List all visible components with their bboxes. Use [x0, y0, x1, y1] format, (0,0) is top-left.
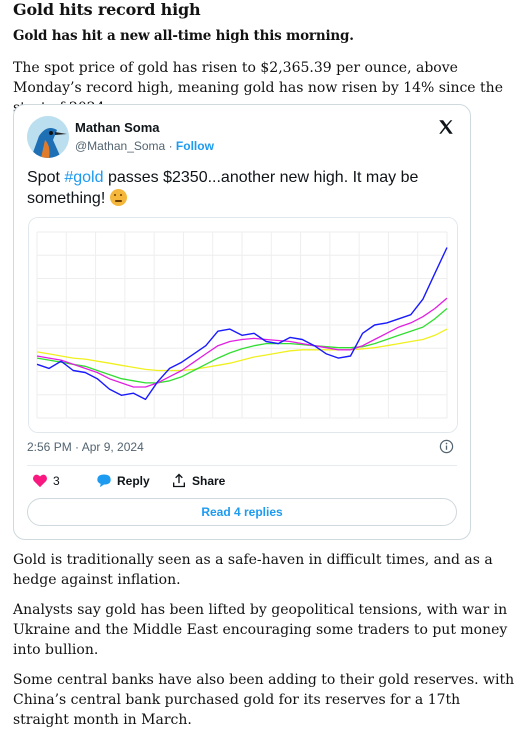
likes-count: 3	[53, 473, 60, 488]
reply-label: Reply	[117, 473, 150, 488]
tweet-text: Spot #gold passes $2350...another new hi…	[27, 167, 457, 209]
tweet-timestamp[interactable]: 2:56 PM · Apr 9, 2024	[27, 440, 144, 454]
hashtag-link[interactable]: #gold	[64, 169, 104, 186]
thinking-face-icon	[109, 189, 127, 206]
share-icon	[173, 473, 185, 488]
tweet-text-suffix: passes $2350...another new high. It may …	[27, 169, 419, 207]
share-button[interactable]: Share	[171, 473, 225, 488]
tweet-image-chart[interactable]	[28, 217, 458, 433]
read-replies-button[interactable]: Read 4 replies	[27, 498, 457, 526]
handle-separator: ·	[168, 139, 173, 153]
reply-button[interactable]: Reply	[96, 473, 150, 488]
author-avatar[interactable]	[27, 116, 69, 158]
follow-button[interactable]: Follow	[175, 139, 214, 153]
article-headline: Gold hits record high	[13, 0, 201, 19]
author-handle-line: @Mathan_Soma · Follow	[75, 139, 214, 153]
embedded-tweet: Mathan Soma @Mathan_Soma · Follow Spot #…	[13, 104, 471, 540]
article-paragraph-4: Some central banks have also been adding…	[13, 672, 515, 728]
series-line-ma-slow	[36, 328, 448, 372]
series-line-price	[36, 247, 448, 401]
tweet-text-prefix: Spot	[27, 169, 65, 186]
like-button[interactable]: 3	[32, 473, 60, 488]
tweet-divider	[27, 465, 457, 466]
x-logo-icon[interactable]	[437, 118, 455, 136]
article-paragraph-3: Analysts say gold has been lifted by geo…	[13, 602, 508, 658]
kingfisher-avatar-icon	[27, 116, 69, 158]
gold-price-chart	[29, 218, 457, 432]
author-handle[interactable]: @Mathan_Soma	[75, 139, 166, 153]
share-label: Share	[192, 473, 226, 488]
info-icon[interactable]	[439, 439, 454, 454]
series-line-ma-fast	[36, 297, 448, 388]
reply-bubble-icon	[97, 474, 111, 488]
series-line-ma-mid	[36, 308, 448, 384]
author-name[interactable]: Mathan Soma	[75, 120, 160, 135]
heart-icon	[33, 474, 47, 488]
article-subheadline: Gold has hit a new all-time high this mo…	[13, 28, 354, 44]
article-paragraph-2: Gold is traditionally seen as a safe-hav…	[13, 552, 493, 588]
